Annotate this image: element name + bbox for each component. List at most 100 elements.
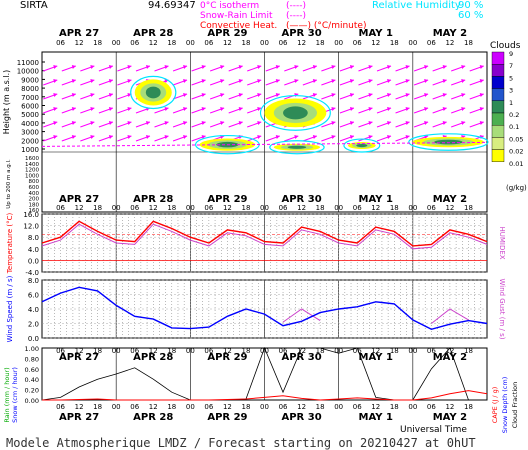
humidity-contour	[269, 140, 325, 155]
y-tick-label: 180	[29, 202, 40, 208]
rain-y-label: Rain (mm / hour)	[3, 367, 11, 422]
wind-arrow-head	[127, 121, 132, 125]
wind-arrow-head	[275, 65, 280, 69]
wind-arrow-head	[312, 135, 317, 139]
wind-arrow-head	[461, 79, 466, 83]
wind-arrow-head	[275, 93, 280, 97]
y-tick-label: 6.0	[28, 292, 39, 300]
wind-arrow-head	[275, 79, 280, 83]
wind-arrow-head	[183, 121, 188, 125]
hour-label: 18	[390, 39, 399, 47]
day-label: APR 28	[133, 28, 173, 39]
line-legend: 0°C isotherm (----) Snow-Rain Limit (----) C…	[200, 1, 366, 31]
cloud-legend-tick: 7	[509, 62, 513, 70]
wind-speed-line	[41, 286, 488, 331]
temperature-y-label: Temperature (°C)	[6, 213, 14, 275]
day-label: APR 28	[133, 412, 173, 423]
day-label: APR 30	[281, 412, 321, 423]
wind-arrow-head	[331, 79, 336, 83]
y-tick-label: 4000	[21, 120, 39, 128]
clouds-y-label: Height (m a.s.l.)	[2, 70, 11, 135]
wind-arrow-head	[71, 79, 76, 83]
hour-label: 12	[297, 347, 306, 355]
wind-arrow-head	[479, 93, 484, 97]
wind-arrow-head	[238, 107, 243, 111]
wind-arrow-head	[424, 135, 429, 139]
wind-arrow-head	[53, 79, 58, 83]
hour-label: 06	[353, 39, 362, 47]
wind-arrow-head	[387, 135, 392, 139]
y-tick-label: 160	[29, 208, 40, 214]
y-tick-label: 1000	[21, 146, 39, 154]
hour-label: 12	[149, 39, 158, 47]
cloud-legend-swatch	[491, 149, 505, 163]
wind-arrow-head	[368, 93, 373, 97]
hour-label: 12	[445, 39, 454, 47]
wind-arrow-head	[53, 121, 58, 125]
hour-label: 06	[204, 347, 213, 355]
hour-label: 18	[464, 347, 473, 355]
y-tick-label: 0.60	[25, 366, 39, 374]
wind-arrow-head	[312, 79, 317, 83]
wind-arrow-head	[405, 93, 410, 97]
wind-arrow-head	[183, 65, 188, 69]
hour-label: 18	[167, 403, 176, 411]
humidex-y-label: HUMIDEX	[498, 226, 506, 259]
rh-label: Relative Humidity	[372, 0, 461, 11]
rh-value-90: 90 %	[458, 0, 483, 11]
wind-arrow-head	[405, 79, 410, 83]
day-label: MAY 1	[359, 28, 393, 39]
hour-label: 12	[75, 347, 84, 355]
humidity-contour	[408, 133, 489, 151]
cloud-legend-tick: 0.2	[509, 111, 519, 119]
clouds-y-label-low: Up to 200 m a.g.l.	[6, 159, 12, 209]
wind-arrow-head	[71, 107, 76, 111]
wind-arrow-head	[257, 93, 262, 97]
wind-arrow-head	[405, 107, 410, 111]
hour-label: 18	[464, 39, 473, 47]
y-tick-label: 8.0	[28, 277, 39, 285]
hour-label: 00	[186, 39, 195, 47]
hour-label: 00	[186, 204, 195, 212]
y-tick-label: 4.0	[28, 246, 39, 254]
wind-arrow-head	[257, 121, 262, 125]
hour-label: 06	[427, 204, 436, 212]
wind-arrow-head	[294, 135, 299, 139]
hour-label: 06	[427, 347, 436, 355]
wind-arrow-head	[145, 121, 150, 125]
y-tick-label: 16.0	[23, 211, 39, 219]
wind-arrow-head	[461, 65, 466, 69]
humidex-line	[41, 223, 488, 250]
wind-arrow-head	[127, 65, 132, 69]
y-tick-label: 8.0	[28, 234, 39, 242]
y-tick-label: 0.20	[25, 387, 39, 395]
y-tick-label: 0.0	[28, 335, 39, 343]
wind-arrow-head	[368, 107, 373, 111]
hour-label: 18	[167, 347, 176, 355]
rain-panel: APR 27 APR 28 APR 29 APR 30 MAY 1 MAY 206 12 18…	[3, 345, 519, 433]
cape-line	[42, 390, 488, 401]
wind-arrow-head	[201, 135, 206, 139]
hour-label: 18	[93, 403, 102, 411]
wind-arrow-head	[461, 93, 466, 97]
y-tick-label: 1600	[25, 156, 39, 162]
hour-label: 00	[334, 403, 343, 411]
y-tick-label: 2000	[21, 137, 39, 145]
wind-arrow-head	[442, 65, 447, 69]
wind-arrow-head	[53, 135, 58, 139]
hour-label: 18	[93, 204, 102, 212]
cloud-area-dense	[287, 145, 307, 149]
wind-arrow-head	[479, 79, 484, 83]
hour-label: 06	[204, 204, 213, 212]
wind-arrow-head	[90, 107, 95, 111]
hour-label: 06	[279, 403, 288, 411]
wind-arrow-head	[164, 135, 169, 139]
cloud-area-dense	[434, 139, 463, 145]
hour-label: 00	[408, 39, 417, 47]
hour-label: 12	[297, 403, 306, 411]
temperature-line	[41, 220, 488, 247]
hour-label: 00	[112, 204, 121, 212]
wind-arrow-head	[368, 65, 373, 69]
wind-arrow-head	[368, 79, 373, 83]
wind-arrow-head	[442, 107, 447, 111]
